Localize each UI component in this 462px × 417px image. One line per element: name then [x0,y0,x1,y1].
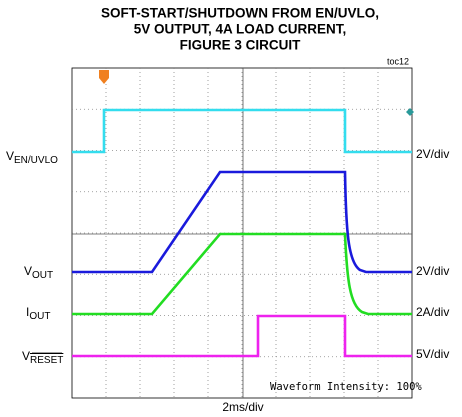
intensity-note: Waveform Intensity: 100% [270,381,422,393]
reset-trace [72,314,412,358]
iout-trace [72,232,412,316]
level-marker [406,108,414,116]
subscript: EN/UVLO [14,155,58,166]
en-uvlo-trace [72,108,412,154]
subscript: RESET [30,355,63,366]
scale-label: 2A/div [416,305,449,319]
time-scale: 2ms/div [222,400,263,414]
symbol: V [6,149,14,163]
symbol: V [22,349,30,363]
scale-label: 2V/div [416,147,449,161]
channel-label: VRESET [22,349,63,365]
symbol: I [26,305,29,319]
subscript: OUT [32,270,53,281]
vout-trace [72,170,412,274]
figure-id: toc12 [387,56,409,66]
title-line: FIGURE 3 CIRCUIT [180,38,302,53]
channel-label: VOUT [24,264,53,280]
scale-label: 5V/div [416,347,449,361]
subscript: OUT [29,311,50,322]
title-line: 5V OUTPUT, 4A LOAD CURRENT, [134,22,347,37]
title-line: SOFT-START/SHUTDOWN FROM EN/UVLO, [101,6,379,21]
scale-label: 2V/div [416,264,449,278]
channel-label: IOUT [26,305,50,321]
trigger-marker [99,70,109,84]
symbol: V [24,264,32,278]
channel-label: VEN/UVLO [6,149,58,165]
